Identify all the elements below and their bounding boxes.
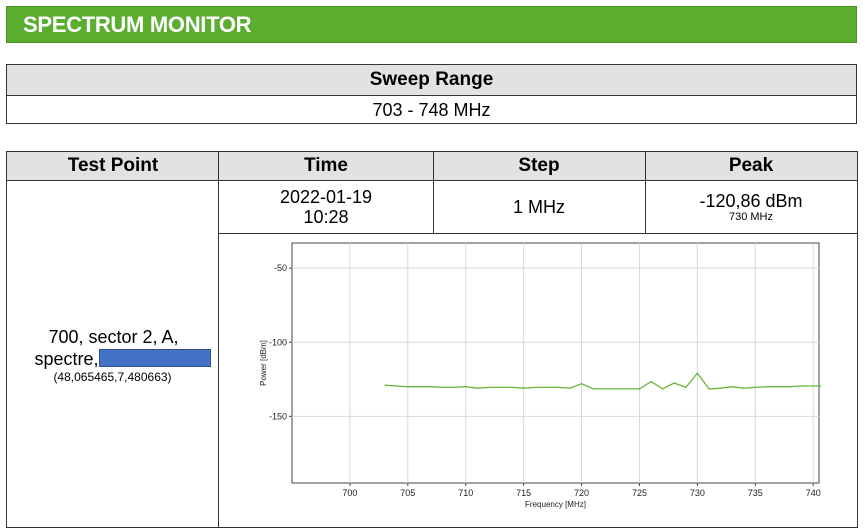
redaction-box (98, 349, 211, 367)
x-tick-label: 710 (458, 488, 473, 498)
column-divider (645, 152, 646, 233)
x-tick-label: 730 (690, 488, 705, 498)
time-clock: 10:28 (303, 207, 349, 227)
y-tick-label: -100 (269, 337, 287, 347)
peak-frequency: 730 MHz (728, 211, 774, 223)
x-tick-label: 735 (748, 488, 763, 498)
page-title: SPECTRUM MONITOR (23, 12, 252, 37)
spectrum-chart: 700 705 710 715 720 725 730 735 740 -50 -100 -150 Fr… (254, 240, 825, 515)
x-tick-label: 725 (632, 488, 647, 498)
header-time: Time (219, 152, 433, 181)
header-step: Step (433, 152, 645, 181)
x-tick-label: 720 (574, 488, 589, 498)
x-axis-label: Frequency [MHz] (525, 500, 586, 509)
step-cell: 1 MHz (433, 181, 645, 233)
x-tick-label: 700 (342, 488, 357, 498)
header-banner: SPECTRUM MONITOR (6, 6, 857, 43)
x-tick-label: 740 (806, 488, 821, 498)
column-divider (218, 152, 219, 527)
header-test-point: Test Point (7, 152, 219, 181)
peak-value: -120,86 dBm (699, 191, 803, 211)
column-divider (433, 152, 434, 233)
y-tick-label: -150 (269, 411, 287, 421)
header-peak: Peak (645, 152, 857, 181)
row-divider (218, 233, 857, 234)
test-point-cell: 700, sector 2, A, spectre, (48,065465,7,… (7, 320, 218, 390)
sweep-range-value: 703 - 748 MHz (372, 99, 491, 120)
test-point-line1: 700, sector 2, A, (48, 327, 179, 347)
test-point-line2: spectre, (34, 349, 99, 369)
x-tick-label: 705 (400, 488, 415, 498)
spectrum-chart-svg: 700 705 710 715 720 725 730 735 740 -50 -100 -150 Fr… (259, 242, 825, 509)
plot-area (291, 242, 820, 484)
sweep-range-header: Sweep Range (7, 65, 856, 96)
y-tick-label: -50 (274, 263, 287, 273)
series-line (384, 372, 825, 390)
step-value: 1 MHz (512, 196, 565, 217)
results-table: Test Point Time Step Peak 2022-01-19 10:… (6, 151, 858, 528)
peak-cell: -120,86 dBm 730 MHz (645, 181, 857, 233)
y-axis-label: Power [dBm] (259, 340, 268, 386)
time-cell: 2022-01-19 10:28 (219, 181, 433, 233)
test-point-coordinates: (48,065465,7,480663) (53, 370, 172, 384)
time-date: 2022-01-19 (279, 187, 373, 207)
sweep-range-table: Sweep Range 703 - 748 MHz (6, 64, 857, 124)
x-tick-label: 715 (516, 488, 531, 498)
